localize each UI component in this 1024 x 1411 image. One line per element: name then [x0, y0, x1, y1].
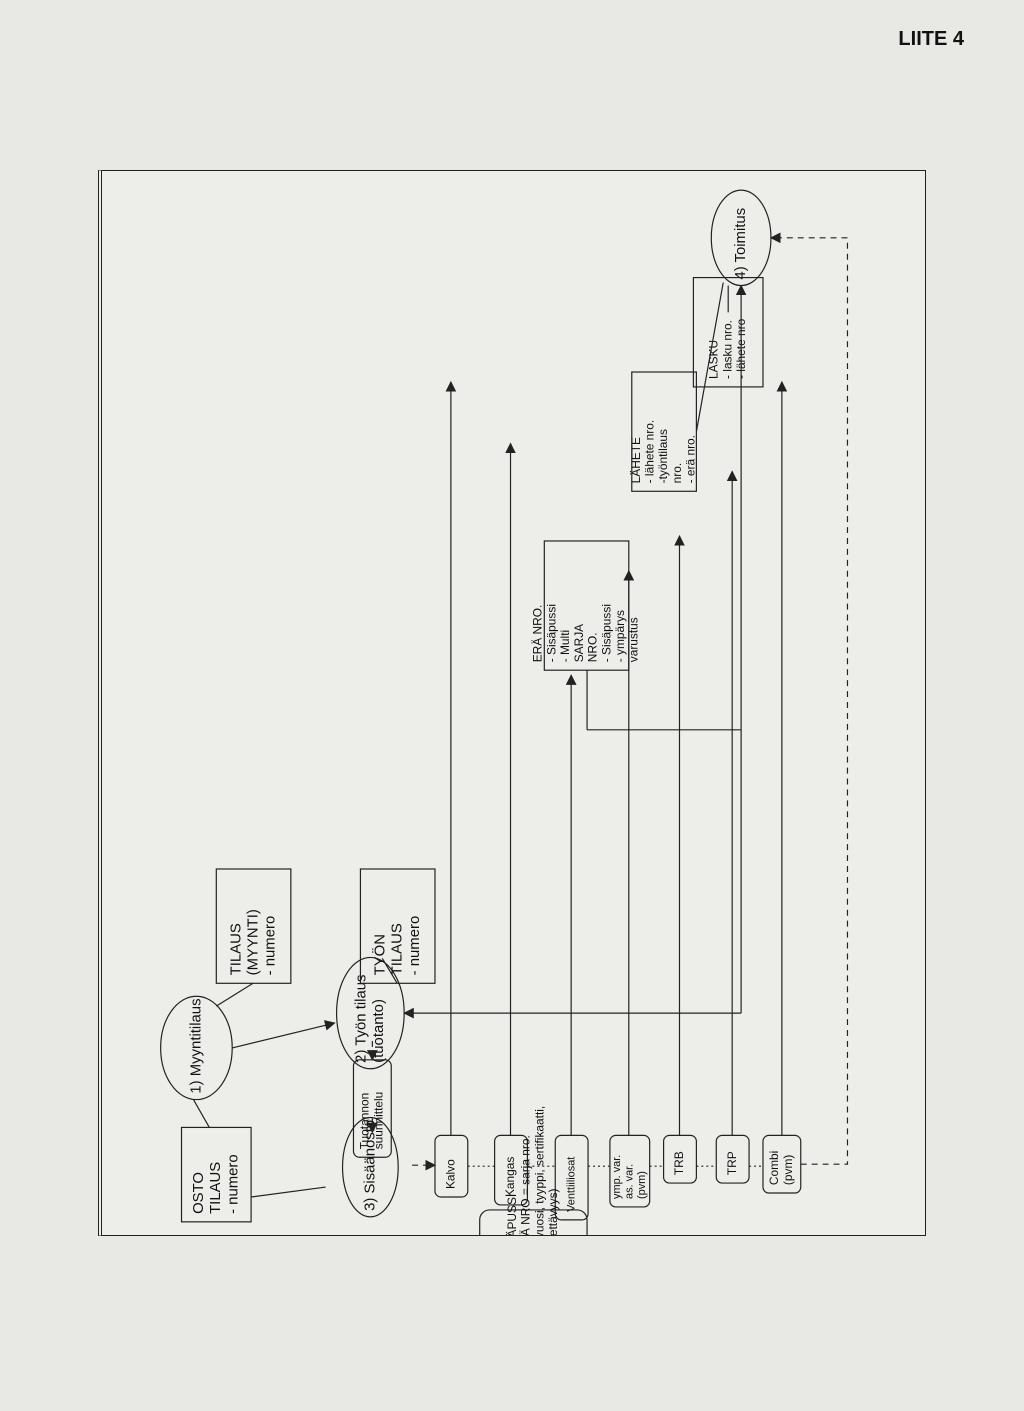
diagram-frame: 1) Myyntitilaus2) Työn tilaus(tuotanto)3…	[98, 170, 926, 1236]
svg-text:- numero: - numero	[407, 916, 423, 976]
svg-text:Kalvo: Kalvo	[444, 1159, 458, 1189]
svg-text:- Sisäpussi: - Sisäpussi	[599, 604, 613, 662]
svg-text:Tuotannon: Tuotannon	[358, 1093, 372, 1150]
svg-text:- erä nro.: - erä nro.	[684, 435, 698, 483]
svg-text:(ERÄ NRO = sarja nro.: (ERÄ NRO = sarja nro.	[519, 1135, 533, 1235]
page-header: LIITE 4	[898, 28, 964, 51]
svg-text:TILAUS: TILAUS	[390, 923, 406, 975]
svg-text:TRP: TRP	[725, 1151, 739, 1175]
svg-text:as. var.: as. var.	[624, 1164, 636, 1199]
page: LIITE 4 1) Myyntitilaus 2) Työn tilaus(tu…	[0, 0, 1024, 1411]
svg-text:LASKU: LASKU	[707, 340, 721, 379]
svg-text:LÄHETE: LÄHETE	[629, 437, 643, 483]
svg-text:NRO.: NRO.	[586, 632, 600, 662]
svg-text:TILAUS: TILAUS	[208, 1162, 224, 1214]
svg-text:suunnittelu: suunnittelu	[371, 1092, 385, 1150]
svg-text:TYÖN: TYÖN	[370, 934, 388, 975]
svg-text:SARJA: SARJA	[572, 624, 586, 662]
svg-text:SISÄPUSSI: SISÄPUSSI	[505, 1194, 519, 1235]
svg-text:(pvm): (pvm)	[781, 1155, 795, 1185]
svg-text:jäljitettävyys): jäljitettävyys)	[546, 1188, 560, 1235]
svg-text:TILAUS: TILAUS	[228, 923, 244, 975]
svg-text:- Sisäpussi: - Sisäpussi	[544, 604, 558, 662]
svg-text:- numero: - numero	[225, 1154, 241, 1214]
svg-text:1) Myyntitilaus: 1) Myyntitilaus	[188, 998, 204, 1093]
svg-text:(tuotanto): (tuotanto)	[371, 999, 387, 1063]
flowchart-svg: 1) Myyntitilaus2) Työn tilaus(tuotanto)3…	[102, 171, 925, 1235]
svg-text:nro.: nro.	[670, 463, 684, 484]
svg-text:-työntilaus: -työntilaus	[656, 429, 670, 483]
svg-text:kk. vuosi, tyyppi, sertifikaat: kk. vuosi, tyyppi, sertifikaatti,	[532, 1106, 546, 1235]
svg-text:TRB: TRB	[672, 1151, 686, 1175]
svg-text:2) Työn tilaus: 2) Työn tilaus	[354, 975, 370, 1063]
svg-text:Kangas: Kangas	[503, 1157, 517, 1197]
svg-text:(MYYNTI): (MYYNTI)	[246, 909, 262, 975]
svg-text:- numero: - numero	[263, 916, 279, 976]
svg-text:- ympärys: - ympärys	[613, 610, 627, 662]
svg-text:(pvm): (pvm)	[636, 1171, 648, 1199]
svg-text:- lasku nro.: - lasku nro.	[720, 320, 734, 379]
svg-text:Combi: Combi	[767, 1151, 781, 1185]
svg-text:ymp. var.: ymp. var.	[611, 1155, 623, 1199]
svg-text:4) Toimitus: 4) Toimitus	[733, 208, 749, 280]
svg-text:- lähete nro.: - lähete nro.	[643, 420, 657, 484]
svg-text:OSTO: OSTO	[191, 1172, 207, 1214]
svg-text:- Multi: - Multi	[558, 630, 572, 662]
svg-text:Venttiiliosat: Venttiiliosat	[566, 1157, 578, 1212]
svg-text:ERÄ NRO.: ERÄ NRO.	[531, 605, 545, 663]
